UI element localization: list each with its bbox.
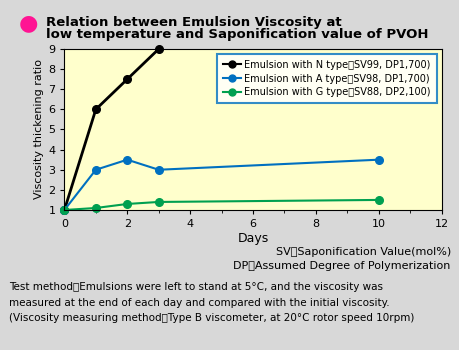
Text: ●: ● <box>18 13 38 33</box>
Text: Test method：Emulsions were left to stand at 5°C, and the viscosity was: Test method：Emulsions were left to stand… <box>9 282 382 292</box>
Text: measured at the end of each day and compared with the initial viscosity.: measured at the end of each day and comp… <box>9 298 389 308</box>
Text: SV：Saponification Value(mol%): SV：Saponification Value(mol%) <box>275 247 450 257</box>
X-axis label: Days: Days <box>237 232 268 245</box>
Text: DP：Assumed Degree of Polymerization: DP：Assumed Degree of Polymerization <box>233 261 450 271</box>
Text: Relation between Emulsion Viscosity at: Relation between Emulsion Viscosity at <box>46 16 341 29</box>
Text: low temperature and Saponification value of PVOH: low temperature and Saponification value… <box>46 28 428 41</box>
Y-axis label: Viscosity thickening ratio: Viscosity thickening ratio <box>34 60 44 199</box>
Legend: Emulsion with N type（SV99, DP1,700), Emulsion with A type（SV98, DP1,700), Emulsi: Emulsion with N type（SV99, DP1,700), Emu… <box>217 54 436 103</box>
Text: (Viscosity measuring method：Type B viscometer, at 20°C rotor speed 10rpm): (Viscosity measuring method：Type B visco… <box>9 313 414 323</box>
